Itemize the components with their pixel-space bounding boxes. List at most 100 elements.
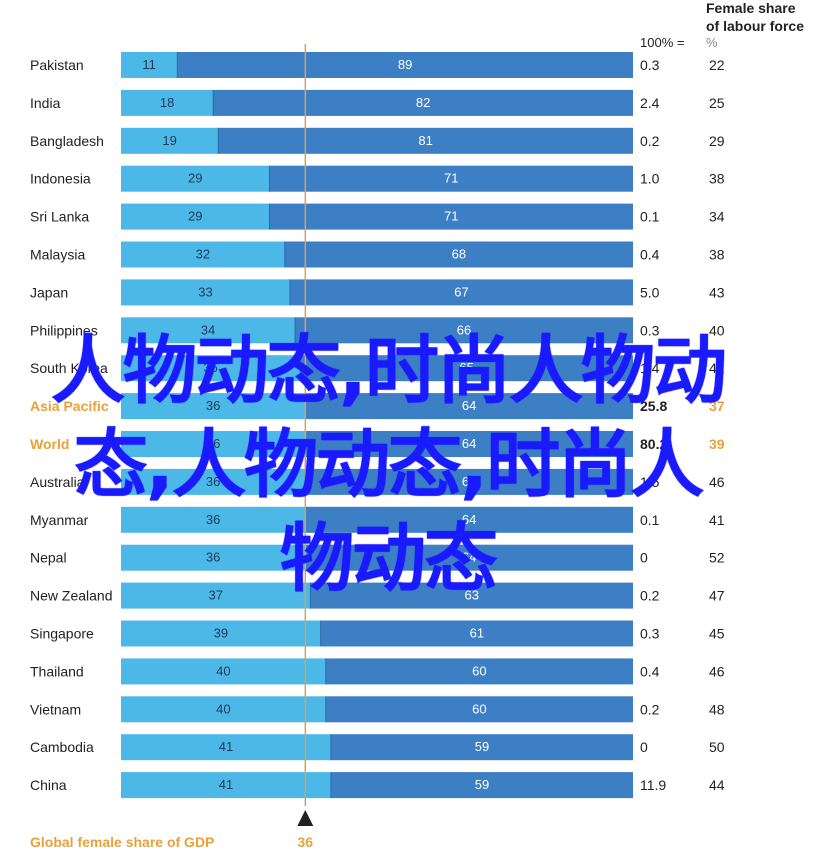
value-label-1: 32: [196, 247, 210, 262]
bar-segment-1: [121, 279, 290, 306]
col1-value: 0.1: [640, 512, 660, 528]
value-label-2: 60: [472, 701, 486, 716]
value-label-2: 66: [457, 322, 471, 337]
bar-segment-2: [305, 468, 633, 495]
value-label-2: 63: [464, 588, 478, 603]
bar-segment-1: [121, 582, 311, 609]
col2-value: 42: [709, 360, 725, 376]
value-label-2: 68: [452, 247, 466, 262]
col1-value: 5.0: [640, 284, 660, 300]
col1-value: 80.2: [640, 436, 667, 452]
col1-value: 0: [640, 739, 648, 755]
value-label-1: 29: [188, 171, 202, 186]
col1-value: 0.2: [640, 701, 660, 717]
bar-segment-1: [121, 127, 219, 154]
col2-value: 46: [709, 474, 725, 490]
bar-segment-1: [121, 696, 326, 723]
category-label: New Zealand: [30, 588, 113, 604]
category-label: Japan: [30, 284, 68, 300]
value-label-1: 34: [201, 322, 215, 337]
overlay-line-2: 态,人物动态,时尚人: [73, 422, 704, 508]
bar-segment-1: [121, 658, 326, 685]
bar-segment-1: [121, 620, 321, 647]
bar-segment-2: [305, 431, 633, 457]
col1-value: 0.3: [640, 57, 660, 73]
col1-value: 0.1: [640, 209, 660, 225]
overlay-line-1: 人物动态,时尚人物动: [50, 328, 727, 414]
value-label-2: 64: [462, 512, 476, 527]
col1-value: 1.5: [640, 474, 660, 490]
bar-segment-2: [330, 772, 633, 799]
value-label-2: 64: [462, 474, 476, 489]
col2-value: 40: [709, 322, 725, 338]
value-label-1: 36: [206, 436, 220, 451]
bar-segment-1: [121, 355, 301, 382]
value-label-2: 59: [475, 739, 489, 754]
bar-segment-2: [305, 544, 633, 571]
value-label-1: 36: [206, 550, 220, 565]
value-label-1: 36: [206, 512, 220, 527]
category-label: Pakistan: [30, 57, 84, 73]
category-label: China: [30, 777, 67, 793]
value-label-2: 82: [416, 95, 430, 110]
category-label: Malaysia: [30, 247, 85, 263]
value-label-2: 64: [462, 436, 476, 451]
bar-segment-1: [121, 734, 331, 761]
value-label-2: 60: [472, 663, 486, 678]
col2-header-line1: Female share: [706, 0, 796, 16]
col1-value: 1.0: [640, 171, 660, 187]
category-label: Indonesia: [30, 171, 91, 187]
category-label: Australia: [30, 474, 85, 490]
category-label: India: [30, 95, 61, 111]
category-label: Philippines: [30, 322, 98, 338]
col2-value: 43: [709, 284, 725, 300]
bar-segment-1: [121, 89, 214, 116]
bar-segment-2: [269, 203, 633, 230]
value-label-1: 35: [203, 360, 217, 375]
bar-segment-1: [121, 506, 306, 533]
col1-value: 2.4: [640, 95, 660, 111]
col2-value: 50: [709, 739, 725, 755]
col2-value: 29: [709, 133, 725, 149]
col2-value: 39: [709, 436, 725, 452]
reference-marker-triangle-icon: [297, 810, 314, 826]
category-label: Thailand: [30, 663, 84, 679]
col1-value: 11.9: [640, 777, 666, 793]
col1-value: 0.3: [640, 322, 660, 338]
bar-segment-2: [305, 393, 633, 420]
value-label-2: 67: [454, 284, 468, 299]
bar-segment-1: [121, 317, 296, 344]
value-label-2: 59: [475, 777, 489, 792]
bar-segment-2: [310, 582, 633, 609]
bar-segment-2: [325, 658, 633, 685]
value-label-2: 71: [444, 171, 458, 186]
value-label-1: 41: [219, 777, 233, 792]
col2-value: 38: [709, 171, 725, 187]
category-label: Myanmar: [30, 512, 89, 528]
value-label-2: 64: [462, 550, 476, 565]
reference-value-label: 36: [298, 834, 314, 850]
category-label: Cambodia: [30, 739, 94, 755]
bar-segment-1: [121, 772, 331, 799]
value-label-1: 40: [216, 701, 230, 716]
col2-value: 37: [709, 398, 725, 414]
col2-value: 25: [709, 95, 725, 111]
category-label: Vietnam: [30, 701, 81, 717]
value-label-2: 71: [444, 209, 458, 224]
col2-value: 34: [709, 209, 725, 225]
category-label: Singapore: [30, 626, 94, 642]
value-label-1: 36: [206, 398, 220, 413]
col1-value: 0.2: [640, 588, 660, 604]
col1-value: 0.2: [640, 133, 660, 149]
bar-segment-2: [289, 279, 633, 306]
bar-segment-1: [121, 52, 178, 78]
bar-segment-1: [121, 544, 306, 571]
col2-value: 52: [709, 550, 725, 566]
bar-segment-1: [121, 203, 270, 230]
col2-header-line2: of labour force: [706, 18, 804, 34]
col2-value: 48: [709, 701, 725, 717]
value-label-1: 40: [216, 663, 230, 678]
bar-segment-2: [295, 317, 633, 344]
col2-value: 41: [709, 512, 725, 528]
